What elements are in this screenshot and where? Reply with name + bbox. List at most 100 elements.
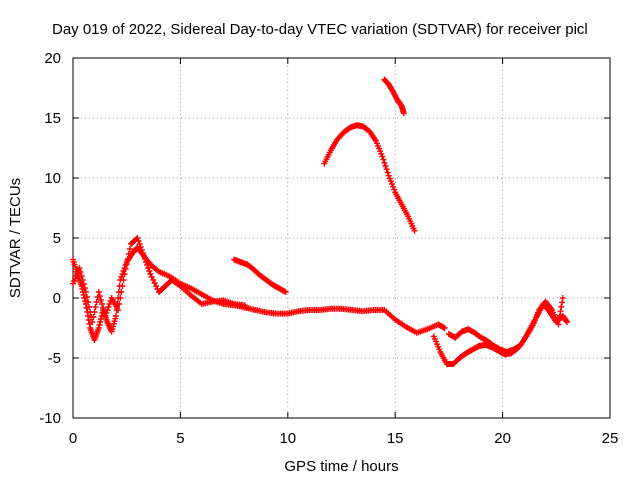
y-tick-label: -10	[39, 410, 61, 427]
data-point	[80, 281, 87, 287]
data-point	[125, 251, 132, 257]
data-point	[123, 261, 130, 267]
data-point	[96, 322, 103, 328]
data-point	[144, 262, 151, 268]
data-point	[556, 312, 563, 319]
data-point	[137, 244, 144, 250]
data-point	[92, 304, 99, 310]
data-point	[564, 319, 571, 325]
data-point	[557, 308, 564, 315]
data-point	[105, 304, 112, 310]
data-points	[70, 76, 571, 367]
data-point	[85, 299, 92, 305]
data-point	[106, 301, 113, 307]
data-point	[379, 153, 386, 160]
series-segment-3	[231, 256, 289, 295]
data-point	[97, 319, 104, 325]
axis-ticks: 0 5 10 15 20 25 -10 -5 0 5 10 15 20	[39, 50, 618, 447]
data-point	[282, 289, 289, 295]
y-tick-label: 15	[44, 110, 61, 127]
data-point	[81, 285, 88, 291]
data-point	[563, 318, 570, 324]
data-point	[120, 277, 127, 283]
data-point	[76, 265, 83, 271]
data-point	[89, 319, 96, 325]
data-point	[555, 321, 562, 328]
data-point	[97, 316, 104, 322]
data-point	[381, 159, 388, 166]
data-point	[136, 241, 143, 247]
data-point	[139, 250, 146, 256]
data-point	[100, 305, 107, 311]
data-point	[79, 277, 86, 283]
data-point	[104, 307, 111, 313]
data-point	[559, 299, 566, 306]
y-tick-label: 5	[53, 230, 61, 247]
series-segment-5	[381, 76, 407, 117]
data-point	[400, 110, 407, 117]
data-point	[96, 293, 103, 299]
data-point	[383, 166, 390, 173]
x-tick-label: 10	[279, 430, 296, 447]
data-point	[384, 169, 391, 176]
data-point	[386, 175, 393, 182]
data-point	[95, 325, 102, 331]
data-point	[95, 289, 102, 295]
data-point	[98, 301, 105, 307]
data-point	[83, 294, 90, 300]
data-point	[146, 268, 153, 274]
data-point	[559, 295, 566, 301]
x-tick-label: 20	[494, 430, 511, 447]
data-point	[390, 183, 397, 190]
data-point	[241, 302, 248, 309]
data-point	[91, 309, 98, 315]
data-point	[82, 298, 89, 304]
data-point	[388, 181, 395, 187]
data-point	[387, 178, 394, 185]
series-segment-7	[445, 295, 566, 355]
x-tick-label: 15	[387, 430, 404, 447]
x-tick-label: 25	[602, 430, 619, 447]
data-point	[135, 238, 142, 244]
data-point	[117, 295, 124, 301]
series-segment-4	[321, 122, 418, 234]
data-point	[78, 273, 85, 279]
data-point	[124, 256, 131, 262]
data-point	[134, 235, 141, 241]
data-point	[122, 266, 129, 272]
data-point	[138, 247, 145, 253]
data-point	[126, 246, 133, 252]
data-point	[112, 313, 119, 319]
data-point	[441, 325, 448, 331]
data-point	[97, 297, 104, 303]
series-segment-2	[70, 235, 248, 325]
x-axis-label: GPS time / hours	[284, 458, 398, 475]
data-point	[115, 307, 122, 313]
y-tick-label: -5	[48, 350, 61, 367]
data-point	[121, 271, 128, 277]
data-point	[116, 301, 123, 307]
data-point	[121, 265, 128, 271]
data-point	[143, 259, 150, 265]
grid-lines	[73, 58, 610, 418]
data-point	[77, 269, 84, 275]
data-point	[145, 265, 152, 271]
data-point	[102, 313, 109, 319]
y-tick-label: 10	[44, 170, 61, 187]
y-axis-label: SDTVAR / TECUs	[7, 178, 24, 298]
data-point	[556, 317, 563, 323]
data-point	[140, 253, 147, 259]
y-tick-label: 0	[53, 290, 61, 307]
chart-title: Day 019 of 2022, Sidereal Day-to-day VTE…	[52, 21, 588, 38]
data-point	[93, 299, 100, 305]
data-point	[118, 289, 125, 295]
data-point	[82, 289, 89, 295]
data-point	[86, 304, 93, 310]
data-point	[411, 227, 418, 234]
y-tick-label: 20	[44, 50, 61, 67]
data-point	[90, 314, 97, 320]
x-tick-label: 5	[176, 430, 184, 447]
data-point	[103, 310, 110, 316]
data-point	[380, 156, 387, 163]
